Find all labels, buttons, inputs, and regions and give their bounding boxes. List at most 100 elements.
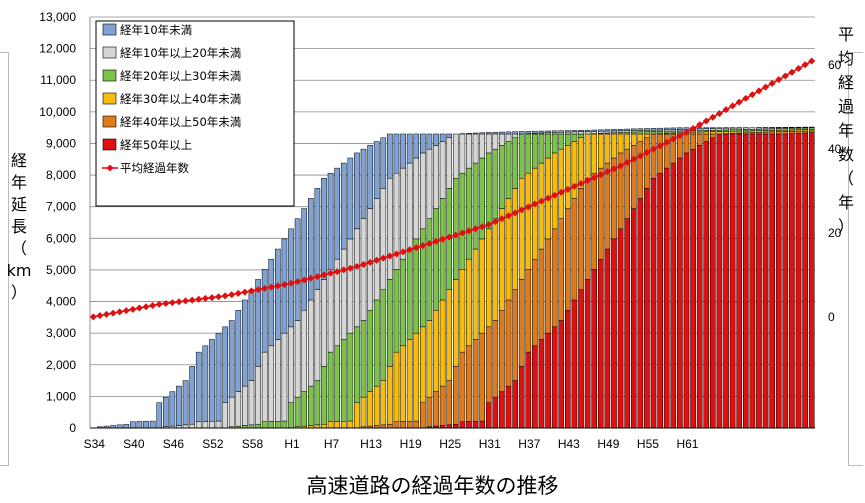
average-age-point [116,308,124,316]
bar-segment [756,131,762,135]
average-age-point [781,72,789,80]
bar-segment [584,129,591,132]
bar-segment [532,345,538,429]
bar-segment [637,131,644,135]
average-age-point [636,152,644,160]
average-age-point [353,263,361,271]
legend-label: 経年20年以上30年未満 [120,69,241,83]
average-age-point [280,281,288,289]
bar-segment [169,391,176,427]
average-age-point [215,293,223,301]
average-age-point [399,248,407,256]
bar-segment [307,198,314,301]
bar-segment [762,131,769,135]
bar-segment [367,309,373,392]
y2-axis-label-char: （ [838,169,854,188]
average-age-point [379,254,387,262]
x-tick-label: H31 [479,437,501,451]
bar-segment [650,133,657,179]
bar-segment [630,128,637,131]
bar-segment [426,218,433,321]
bar-segment [275,248,281,340]
bar-segment [591,172,598,270]
average-age-point [557,188,565,196]
bar-segment [182,380,189,426]
bar-segment [525,269,532,353]
bar-segment [275,339,281,422]
bar-segment [354,402,360,429]
bar-segment [248,380,255,426]
bar-segment [380,380,387,426]
bar-segment [288,326,294,403]
bar-segment [195,351,202,422]
bar-segment [228,396,235,427]
bar-segment [255,279,261,367]
y-tick-label: 13,000 [39,10,76,24]
bar-segment [459,172,466,270]
y2-tick-label: 0 [828,310,835,324]
y-tick-label: 7,000 [46,200,76,214]
bar-segment [327,269,334,353]
x-tick-label: S40 [123,437,145,451]
average-age-point [465,227,473,235]
average-age-point [577,179,585,187]
bar-segment [578,289,584,429]
y2-axis-label-char: 数 [838,145,854,164]
average-age-point [195,295,203,303]
y2-tick-label: 60 [828,58,842,72]
bar-segment [571,198,578,301]
average-age-point [300,276,308,284]
legend-label: 経年10年以上20年未満 [120,46,241,60]
bar-segment [525,172,532,270]
bar-segment [261,351,268,422]
average-age-point [135,304,143,312]
x-tick-label: H7 [324,437,340,451]
average-age-point [129,305,137,313]
bar-segment [288,402,294,429]
bar-segment [663,130,670,134]
bar-segment [439,133,446,142]
bar-segment [373,141,380,199]
bar-segment [499,145,505,209]
bar-segment [248,289,255,381]
bar-segment [307,299,314,387]
average-age-point [768,79,776,87]
bar-segment [433,309,439,392]
bar-segment [143,421,149,429]
y-tick-label: 8,000 [46,168,76,182]
bar-segment [716,128,723,131]
average-age-point [445,233,453,241]
y-tick-label: 9,000 [46,136,76,150]
bar-segment [538,339,545,429]
bar-segment [459,133,466,174]
bar-segment [327,351,334,422]
average-age-point [102,310,110,318]
bar-segment [294,320,301,398]
bar-segment [452,279,459,367]
average-age-point [544,194,552,202]
bar-segment [782,131,789,135]
average-age-point [182,297,190,305]
bar-segment [729,127,736,131]
average-age-point [617,162,625,170]
bar-segment [485,402,492,429]
average-age-point [518,206,526,214]
average-age-point [142,303,150,311]
bar-segment [604,248,611,429]
bar-segment [321,279,327,367]
bar-segment [703,127,710,129]
bar-segment [802,132,808,429]
average-age-point [524,203,532,211]
bar-segment [387,177,393,280]
legend-swatch [102,23,117,36]
bar-segment [650,177,657,429]
bar-segment [565,309,571,429]
bar-segment [637,133,644,142]
legend-label: 経年10年未満 [120,23,192,37]
bar-segment [499,131,505,135]
bar-segment [228,320,235,398]
average-age-point [801,61,809,69]
average-age-point [808,57,816,65]
bar-segment [729,130,736,134]
average-age-point [775,76,783,84]
